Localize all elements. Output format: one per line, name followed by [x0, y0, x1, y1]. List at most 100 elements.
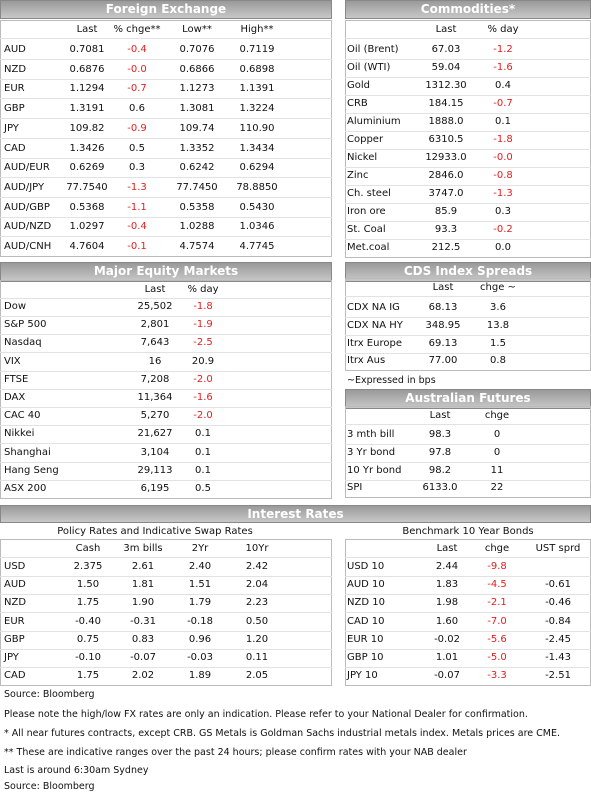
section-title: Australian Futures [405, 391, 531, 405]
cell-value: 16 [148, 355, 162, 367]
row-label: Oil (WTI) [347, 62, 391, 73]
separator [0, 298, 332, 299]
cell-value: 22 [490, 482, 504, 494]
section-header: Major Equity Markets [0, 262, 332, 282]
column-header: Last [144, 284, 166, 295]
column-header: Last [435, 24, 457, 35]
cell-value: 69.13 [428, 337, 458, 349]
separator [345, 221, 591, 222]
separator [0, 216, 332, 218]
section-header: Australian Futures [345, 389, 591, 409]
cell-value: -1.3 [493, 188, 513, 199]
cell-value: 3.6 [490, 302, 506, 313]
column-header: UST sprd [535, 543, 581, 554]
cell-value: 98.3 [428, 429, 452, 440]
row-label: NZD [4, 597, 27, 609]
separator [0, 557, 332, 558]
cell-value: 2.23 [245, 597, 269, 609]
note: ~Expressed in bps [347, 375, 436, 386]
cell-value: 1.79 [188, 597, 212, 609]
cell-value: 1.3352 [179, 142, 215, 154]
row-label: Zinc [347, 170, 369, 181]
column-header: High** [240, 24, 274, 35]
cell-value: 85.9 [434, 206, 458, 217]
cell-value: 0.1 [195, 464, 211, 476]
row-label: EUR [4, 83, 25, 95]
row-label: AUD [4, 579, 26, 591]
cell-value: -2.5 [193, 337, 213, 349]
separator [345, 352, 591, 354]
cell-value: 0.6898 [239, 63, 275, 75]
cell-value: -0.31 [130, 615, 156, 627]
cell-value: 1.0297 [69, 221, 105, 233]
cell-value: 184.15 [428, 98, 464, 109]
separator [0, 648, 332, 650]
cell-value: 2.44 [435, 561, 459, 572]
cell-value: 1.0288 [179, 221, 215, 233]
cell-value: 1.98 [435, 597, 459, 609]
cell-value: -0.07 [434, 670, 460, 682]
footnote: Last is around 6:30am Sydney [4, 765, 149, 776]
cell-value: 5,270 [140, 410, 170, 422]
column-header: chge ~ [480, 282, 516, 293]
cell-value: 109.82 [69, 122, 105, 134]
section-title: Interest Rates [247, 507, 344, 521]
separator [345, 167, 591, 168]
cell-value: 212.5 [431, 242, 461, 253]
cell-value: 77.00 [428, 355, 458, 367]
cell-value: 1312.30 [425, 80, 467, 91]
cell-value: 0.6866 [179, 63, 215, 75]
cell-value: 2.05 [245, 670, 269, 682]
separator [0, 236, 332, 238]
row-label: ASX 200 [4, 483, 47, 494]
cell-value: 0.75 [76, 633, 100, 645]
cell-value: 25,502 [137, 301, 173, 312]
cell-value: -1.3 [127, 181, 147, 193]
cell-value: 1.75 [76, 670, 100, 682]
cell-value: -0.9 [127, 122, 147, 134]
separator [0, 667, 332, 668]
row-label: CRB [347, 98, 368, 109]
section-title: Major Equity Markets [93, 264, 239, 278]
cell-value: 0.6294 [239, 162, 275, 174]
cell-value: 1.51 [188, 579, 212, 591]
subsection-title: Policy Rates and Indicative Swap Rates [57, 526, 253, 537]
cell-value: 0.6269 [69, 162, 105, 174]
cell-value: 0.83 [131, 633, 155, 645]
row-label: NZD [4, 63, 27, 75]
cell-value: 2.42 [245, 561, 269, 572]
cell-value: 110.90 [239, 122, 275, 134]
cell-value: -1.8 [493, 134, 513, 145]
footnote: Source: Bloomberg [4, 781, 95, 792]
cell-value: 1.81 [131, 579, 155, 591]
cell-value: -0.1 [127, 241, 147, 252]
separator [345, 185, 591, 186]
cell-value: 29,113 [137, 464, 173, 476]
cell-value: 1.1273 [179, 83, 215, 95]
cell-value: 1.83 [435, 579, 459, 591]
cell-value: -1.43 [545, 652, 571, 663]
cell-value: 7,208 [140, 373, 170, 385]
row-label: GBP [4, 103, 25, 115]
column-header: 3m bills [123, 543, 163, 554]
cell-value: -2.1 [487, 597, 507, 609]
row-label: AUD/CNH [4, 241, 52, 252]
column-header: Last [436, 543, 458, 554]
separator [0, 443, 332, 445]
cell-value: 6,195 [140, 483, 170, 494]
cell-value: 109.74 [179, 122, 215, 134]
cell-value: -0.0 [493, 152, 513, 163]
cell-value: -0.4 [127, 221, 147, 233]
cell-value: 77.7450 [176, 181, 218, 193]
cell-value: 0.5368 [69, 201, 105, 213]
cell-value: 77.7540 [66, 181, 108, 193]
row-label: St. Coal [347, 224, 386, 235]
row-label: CAD [4, 670, 26, 682]
column-header: % day [487, 24, 519, 35]
cell-value: 0 [493, 446, 501, 458]
cell-value: 0.5 [195, 483, 211, 494]
cell-value: -0.4 [127, 44, 147, 55]
row-label: S&P 500 [4, 319, 47, 331]
separator [345, 317, 591, 318]
